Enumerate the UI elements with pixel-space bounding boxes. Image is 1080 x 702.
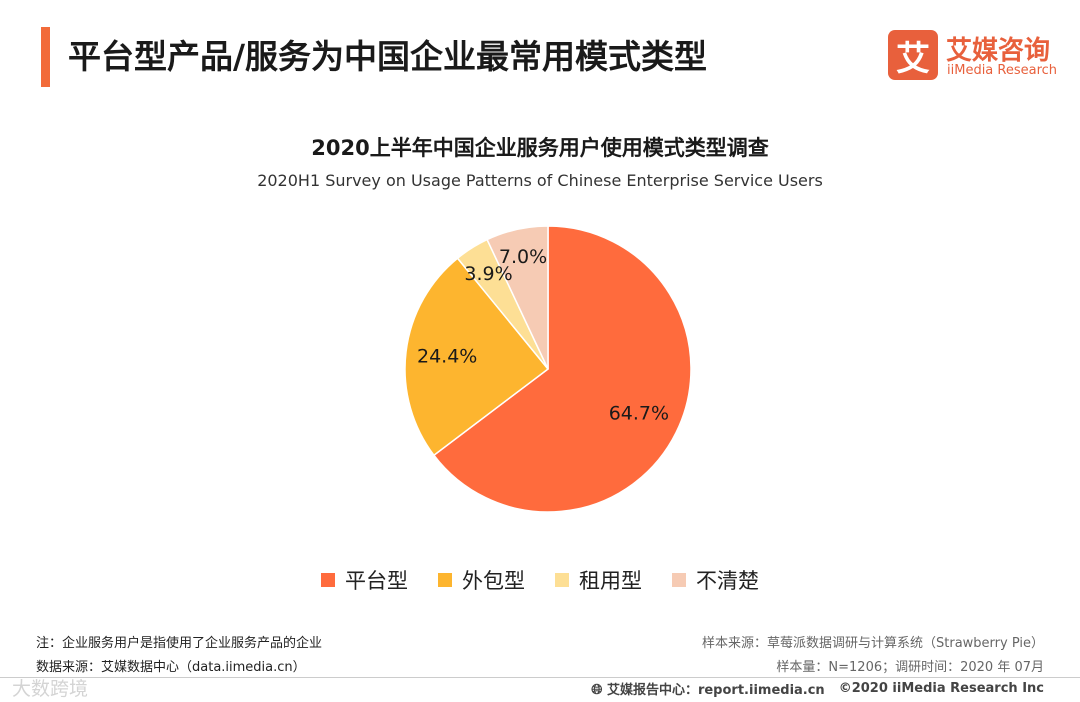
legend-label: 外包型 [462, 569, 525, 593]
title-accent-bar [41, 27, 50, 87]
legend-swatch [555, 573, 569, 587]
notes-right: 样本来源：草莓派数据调研与计算系统（Strawberry Pie） 样本量：N=… [702, 632, 1044, 680]
logo-name-cn: 艾媒咨询 [946, 36, 1051, 66]
watermark: 大数跨境 [12, 678, 89, 700]
legend-label: 租用型 [579, 569, 642, 593]
chart-title: 2020上半年中国企业服务用户使用模式类型调查 [311, 136, 769, 160]
legend-item-outsourcing: 外包型 [438, 565, 525, 595]
chart-legend: 平台型 外包型 租用型 不清楚 [0, 565, 1080, 595]
slice-rental-label: 3.9% [464, 263, 512, 285]
report-center-link[interactable]: 🌐︎ 艾媒报告中心：report.iimedia.cn [591, 679, 824, 698]
iimedia-logo: 艾 艾媒咨询 iiMedia Research [888, 30, 1058, 82]
sample-source-text: 样本来源：草莓派数据调研与计算系统（Strawberry Pie） [702, 636, 1044, 651]
legend-item-unclear: 不清楚 [672, 565, 759, 595]
slice-platform [432, 225, 692, 513]
legend-swatch [321, 573, 335, 587]
legend-swatch [438, 573, 452, 587]
footer: 🌐︎ 艾媒报告中心：report.iimedia.cn ©2020 iiMedi… [591, 679, 1044, 698]
legend-swatch [672, 573, 686, 587]
sample-info-text: 样本量：N=1206；调研时间：2020 年 07月 [776, 660, 1044, 675]
legend-item-platform: 平台型 [321, 565, 408, 595]
logo-mark: 艾 [888, 30, 938, 80]
report-center-text: 艾媒报告中心：report.iimedia.cn [606, 683, 825, 698]
logo-name-en: iiMedia Research [947, 63, 1058, 78]
slice-unclear [486, 225, 549, 370]
data-source-text: 数据来源：艾媒数据中心（data.iimedia.cn） [36, 660, 306, 675]
slice-outsourcing [404, 257, 550, 457]
legend-label: 不清楚 [696, 569, 759, 593]
legend-label: 平台型 [345, 569, 408, 593]
chart-subtitle: 2020H1 Survey on Usage Patterns of Chine… [257, 171, 823, 190]
slice-platform-label: 64.7% [609, 403, 669, 425]
slice-outsourcing-label: 24.4% [417, 345, 477, 367]
note-text: 注：企业服务用户是指使用了企业服务产品的企业 [36, 636, 323, 651]
legend-item-rental: 租用型 [555, 565, 642, 595]
footer-divider [0, 677, 1080, 678]
copyright-text: ©2020 iiMedia Research Inc [838, 681, 1044, 696]
notes-left: 注：企业服务用户是指使用了企业服务产品的企业 数据来源：艾媒数据中心（data.… [36, 632, 322, 680]
globe-icon: 🌐︎ [591, 682, 603, 698]
page-title: 平台型产品/服务为中国企业最常用模式类型 [68, 37, 708, 76]
slice-unclear-label: 7.0% [499, 246, 547, 268]
